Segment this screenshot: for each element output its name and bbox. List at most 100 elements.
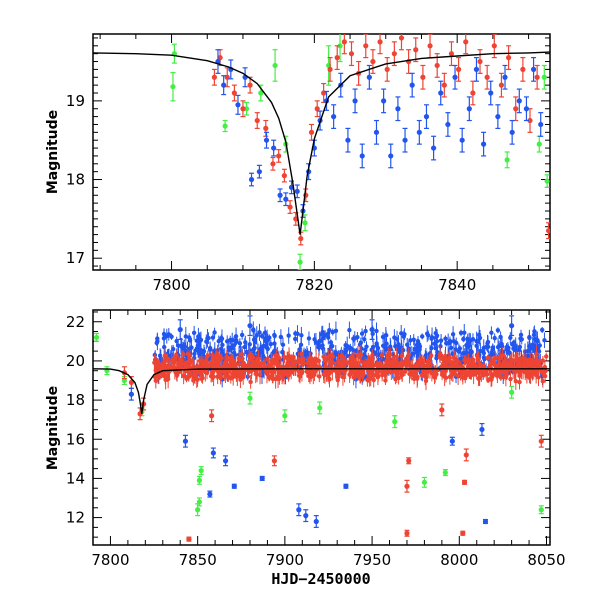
red-band-point <box>152 360 157 365</box>
red-band-point <box>517 373 522 379</box>
red-data-point <box>240 106 246 112</box>
red-band-point <box>196 364 202 369</box>
blue-band-point <box>216 338 221 344</box>
red-band-point <box>371 373 377 378</box>
blue-data-point <box>402 137 408 143</box>
blue-band-point <box>210 335 216 340</box>
red-band-point <box>153 378 159 383</box>
red-band-point <box>411 373 417 378</box>
blue-band-point <box>525 348 531 354</box>
blue-band-point <box>293 336 298 342</box>
red-data-point <box>427 43 433 49</box>
red-data-point <box>520 66 526 72</box>
red-band-point <box>453 371 458 377</box>
blue-band-point <box>299 333 304 338</box>
red-data-point <box>334 55 340 61</box>
blue-band-point <box>196 334 201 339</box>
red-band-point <box>162 359 168 364</box>
red-band-point <box>347 372 352 377</box>
red-band-point <box>209 360 214 366</box>
blue-band-point <box>204 339 209 344</box>
red-band-point <box>237 362 242 367</box>
red-data-point <box>327 66 333 72</box>
red-band-point <box>544 354 549 359</box>
blue-band-point <box>429 345 434 351</box>
red-data-point <box>398 35 405 41</box>
blue-band-point <box>363 328 368 334</box>
blue-band-point <box>306 336 312 341</box>
red-band-point <box>540 358 546 363</box>
blue-band-point <box>272 341 277 346</box>
green-data-point <box>544 178 550 184</box>
red-data-point <box>271 458 278 464</box>
blue-band-point <box>492 335 497 341</box>
y-tick-label: 20 <box>66 352 85 370</box>
green-data-point <box>196 477 203 483</box>
red-data-point <box>217 55 223 61</box>
red-band-point <box>530 363 535 368</box>
blue-band-point <box>468 338 473 343</box>
red-band-point <box>159 362 165 367</box>
blue-data-point <box>345 137 351 143</box>
blue-band-point <box>531 344 536 349</box>
green-data-point <box>504 157 510 163</box>
red-band-point <box>503 375 509 380</box>
red-band-point <box>231 361 236 367</box>
red-data-point <box>461 479 468 485</box>
top-y-axis-title: Magnitude <box>45 110 61 194</box>
red-data-point <box>448 51 455 57</box>
red-data-point <box>484 74 490 80</box>
red-data-point <box>404 530 410 536</box>
blue-data-point <box>416 129 422 135</box>
red-band-point <box>237 372 242 378</box>
blue-band-point <box>350 347 356 353</box>
red-band-point <box>399 353 405 359</box>
red-band-point <box>277 376 282 381</box>
red-band-point <box>326 354 331 360</box>
blue-data-point <box>423 114 430 120</box>
red-band-point <box>306 373 311 379</box>
red-band-point <box>308 363 313 369</box>
blue-data-point <box>248 176 255 183</box>
bottom-model-curve <box>93 368 550 414</box>
blue-data-point <box>381 98 387 104</box>
blue-data-point <box>263 137 270 143</box>
red-band-point <box>402 369 408 374</box>
blue-band-point <box>231 343 237 348</box>
blue-band-point <box>423 354 428 359</box>
red-band-point <box>490 359 496 364</box>
red-band-point <box>355 352 361 358</box>
green-data-point <box>538 507 544 513</box>
red-band-point <box>494 364 499 369</box>
blue-band-point <box>254 333 259 338</box>
red-data-point <box>254 117 260 124</box>
red-data-point <box>463 452 469 458</box>
red-band-point <box>317 374 322 379</box>
red-data-point <box>505 55 512 61</box>
red-band-point <box>253 371 258 377</box>
red-band-point <box>337 361 343 367</box>
y-tick-label: 14 <box>66 469 85 487</box>
red-data-point <box>263 125 269 131</box>
red-band-point <box>367 356 372 361</box>
green-data-point <box>421 479 428 485</box>
blue-band-point <box>344 343 350 349</box>
blue-band-point <box>268 341 273 347</box>
blue-data-point <box>177 326 183 333</box>
blue-band-point <box>419 334 425 339</box>
blue-band-point <box>411 337 416 342</box>
red-band-point <box>289 356 294 361</box>
red-band-point <box>218 375 223 381</box>
blue-data-point <box>259 475 265 482</box>
red-data-point <box>348 51 355 57</box>
green-data-point <box>93 334 100 341</box>
green-data-point <box>541 74 547 80</box>
x-tick-label: 7820 <box>295 276 333 294</box>
blue-data-point <box>449 438 455 444</box>
red-band-point <box>467 363 472 368</box>
red-band-point <box>224 354 229 359</box>
red-data-point <box>314 106 320 112</box>
x-tick-label: 7900 <box>266 551 304 569</box>
blue-band-point <box>438 338 444 343</box>
blue-band-point <box>327 327 332 333</box>
